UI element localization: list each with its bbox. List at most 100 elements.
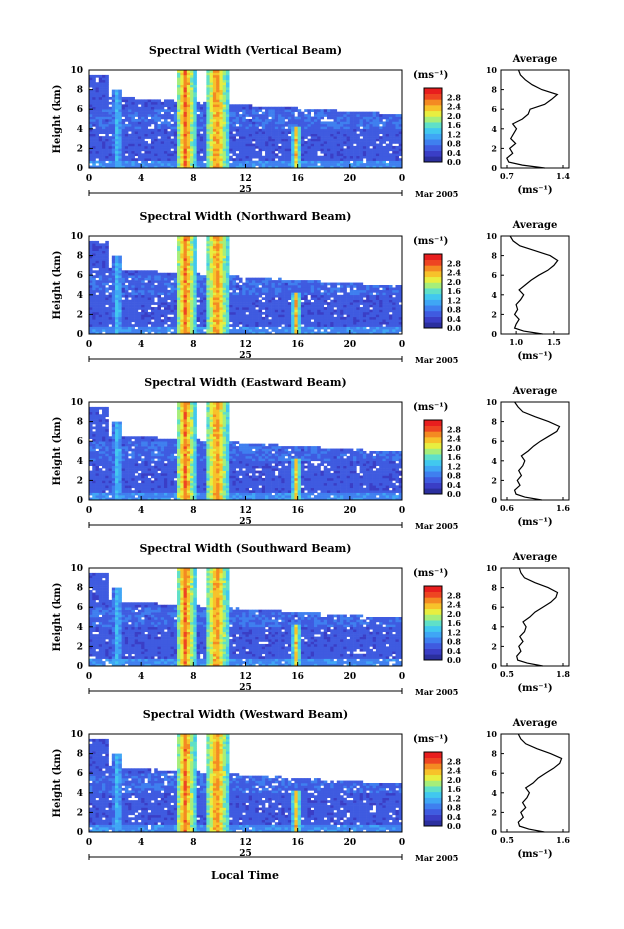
heatmap-cell	[388, 136, 393, 139]
heatmap-cell	[89, 121, 93, 125]
heatmap-cell	[206, 258, 210, 261]
heatmap-cell	[157, 294, 162, 298]
heatmap-cell	[287, 285, 292, 288]
heatmap-cell	[304, 297, 308, 300]
heatmap-cell	[297, 316, 302, 320]
panel-2: Spectral Width (Northward Beam)0246810He…	[52, 210, 570, 365]
heatmap-cell	[385, 138, 390, 142]
heatmap-cell	[382, 299, 386, 303]
heatmap-cell	[398, 131, 403, 134]
heatmap-cell	[216, 104, 220, 108]
heatmap-cell	[212, 138, 217, 142]
heatmap-cell	[382, 160, 386, 164]
heatmap-cell	[330, 145, 334, 149]
heatmap-cell	[212, 104, 217, 108]
heatmap-cell	[372, 119, 377, 122]
heatmap-cell	[147, 104, 152, 108]
heatmap-cell	[209, 99, 214, 103]
heatmap-cell	[150, 292, 155, 296]
heatmap-cell	[177, 255, 181, 259]
heatmap-cell	[235, 114, 240, 117]
heatmap-cell	[209, 160, 214, 164]
heatmap-cell	[349, 329, 354, 332]
heatmap-cell	[180, 309, 184, 313]
heatmap-cell	[147, 307, 152, 310]
heatmap-cell	[229, 165, 233, 169]
heatmap-cell	[278, 309, 282, 313]
heatmap-cell	[271, 285, 276, 288]
heatmap-cell	[245, 326, 250, 330]
heatmap-cell	[177, 136, 181, 139]
heatmap-cell	[212, 163, 217, 166]
heatmap-cell	[245, 287, 250, 291]
heatmap-cell	[261, 106, 266, 110]
heatmap-cell	[92, 119, 96, 122]
heatmap-cell	[173, 304, 178, 308]
heatmap-cell	[199, 321, 204, 325]
heatmap-cell	[336, 121, 341, 125]
heatmap-cell	[118, 272, 122, 276]
heatmap-cell	[255, 319, 259, 323]
heatmap-cell	[134, 126, 139, 130]
heatmap-cell	[111, 267, 116, 271]
heatmap-cell	[366, 123, 370, 127]
heatmap-cell	[131, 319, 135, 323]
heatmap-cell	[147, 319, 152, 323]
heatmap-cell	[353, 282, 357, 286]
heatmap-cell	[163, 126, 168, 130]
heatmap-cell	[229, 126, 233, 130]
heatmap-cell	[255, 111, 259, 115]
heatmap-cell	[248, 163, 253, 166]
heatmap-cell	[219, 326, 223, 330]
heatmap-cell	[180, 96, 184, 100]
heatmap-cell	[333, 158, 338, 161]
heatmap-cell	[186, 82, 191, 85]
heatmap-cell	[209, 165, 214, 169]
heatmap-cell	[147, 311, 152, 315]
heatmap-cell	[323, 309, 328, 313]
heatmap-cell	[287, 289, 292, 293]
heatmap-cell	[199, 126, 204, 130]
heatmap-cell	[294, 141, 298, 144]
heatmap-cell	[238, 160, 243, 164]
heatmap-cell	[190, 316, 194, 320]
heatmap-cell	[173, 287, 178, 291]
heatmap-cell	[154, 314, 158, 318]
heatmap-cell	[137, 138, 142, 142]
heatmap-cell	[115, 287, 119, 291]
heatmap-cell	[118, 155, 122, 159]
heatmap-cell	[238, 104, 243, 108]
heatmap-cell	[219, 104, 223, 108]
heatmap-cell	[222, 145, 227, 149]
heatmap-cell	[300, 302, 305, 305]
heatmap-cell	[245, 289, 250, 293]
heatmap-cell	[134, 136, 139, 139]
heatmap-cell	[372, 131, 377, 134]
heatmap-cell	[304, 321, 308, 325]
heatmap-cell	[115, 121, 119, 125]
heatmap-cell	[242, 131, 246, 134]
heatmap-cell	[294, 136, 298, 139]
heatmap-cell	[196, 101, 201, 105]
heatmap-cell	[229, 297, 233, 300]
heatmap-cell	[105, 94, 109, 98]
heatmap-cell	[193, 277, 197, 281]
heatmap-cell	[105, 307, 109, 310]
heatmap-cell	[183, 99, 188, 103]
heatmap-cell	[336, 321, 341, 325]
heatmap-cell	[144, 136, 148, 139]
heatmap-cell	[190, 128, 194, 132]
heatmap-cell	[310, 123, 315, 127]
heatmap-cell	[154, 143, 158, 147]
heatmap-cell	[170, 133, 175, 137]
heatmap-cell	[115, 94, 119, 98]
heatmap-cell	[196, 119, 201, 122]
heatmap-cell	[95, 326, 100, 330]
heatmap-cell	[141, 280, 145, 283]
heatmap-cell	[379, 116, 383, 120]
heatmap-cell	[258, 311, 263, 315]
heatmap-cell	[118, 299, 122, 303]
heatmap-cell	[111, 299, 116, 303]
heatmap-cell	[320, 150, 325, 154]
heatmap-cell	[258, 331, 263, 335]
